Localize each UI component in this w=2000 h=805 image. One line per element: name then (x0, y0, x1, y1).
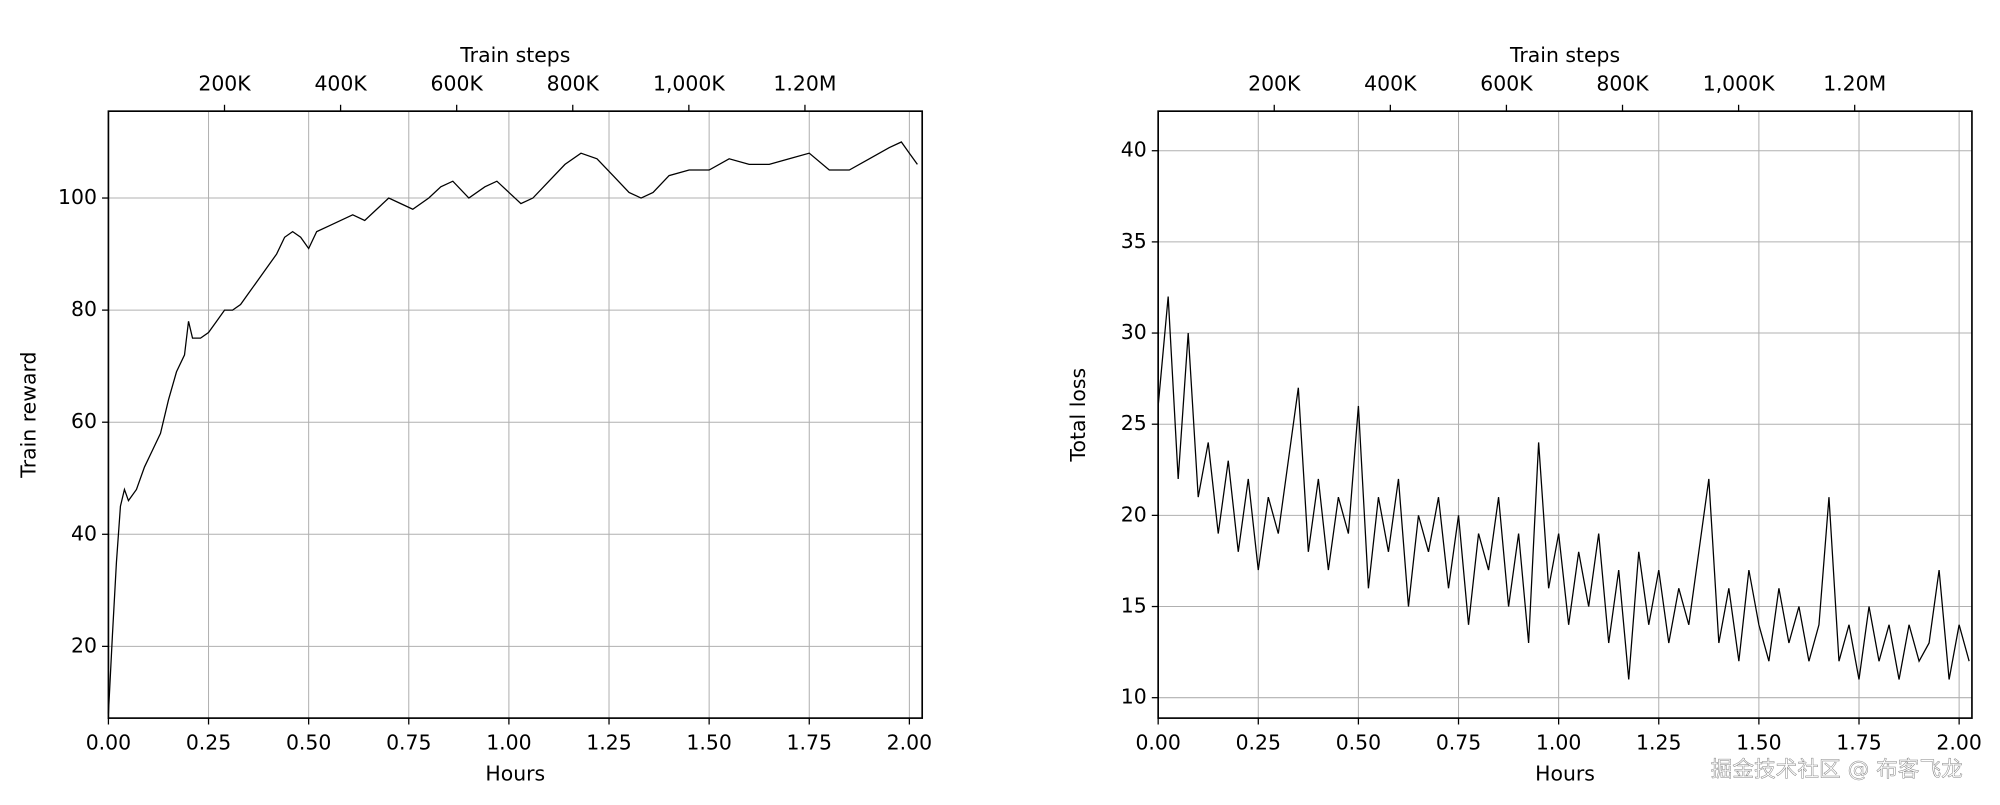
x-tick-label: 1.50 (686, 731, 731, 755)
y-tick-label: 40 (1121, 138, 1147, 162)
plot-frame (107, 110, 924, 719)
x2-tick-label: 400K (314, 71, 367, 95)
x-tick-label: 0.00 (86, 731, 131, 755)
x-tick-label: 2.00 (1936, 731, 1981, 755)
x2-tick-label: 200K (198, 71, 251, 95)
x2-tick-label: 600K (1480, 71, 1533, 95)
x-tick-label: 1.25 (1636, 731, 1681, 755)
x-tick-label: 0.25 (1236, 731, 1281, 755)
x2-tick-label: 1,000K (653, 71, 725, 95)
x2-tick-label: 200K (1248, 71, 1301, 95)
y-tick-label: 100 (58, 185, 97, 209)
x-tick-label: 0.00 (1135, 731, 1180, 755)
y-tick-label: 20 (1121, 502, 1147, 526)
y-axis-label: Train reward (16, 352, 40, 479)
x-tick-label: 1.00 (486, 731, 531, 755)
x-axis-label: Hours (1535, 761, 1595, 785)
data-line (107, 141, 918, 714)
x2-tick-label: 1.20M (773, 71, 836, 95)
x2-tick-label: 800K (1596, 71, 1649, 95)
y-tick-label: 25 (1121, 411, 1147, 435)
x2-tick-label: 1.20M (1823, 71, 1886, 95)
x2-axis-label: Train steps (1509, 43, 1620, 67)
x2-tick-label: 600K (431, 71, 484, 95)
x-axis-label: Hours (485, 761, 545, 785)
y-tick-label: 35 (1121, 229, 1147, 253)
x-tick-label: 2.00 (887, 731, 932, 755)
y-tick-label: 10 (1121, 685, 1147, 709)
y-axis-label: Total loss (1066, 368, 1090, 463)
watermark: 掘金技术社区 @ 布客飞龙 (1711, 757, 1963, 782)
y-tick-label: 80 (71, 297, 97, 321)
x-tick-label: 0.50 (286, 731, 331, 755)
x2-axis-label: Train steps (459, 43, 570, 67)
x-tick-label: 0.75 (1436, 731, 1481, 755)
x2-tick-label: 800K (547, 71, 600, 95)
x-tick-label: 0.25 (186, 731, 231, 755)
x-tick-label: 1.00 (1536, 731, 1581, 755)
y-tick-label: 60 (71, 409, 97, 433)
x-tick-label: 0.75 (386, 731, 431, 755)
plot-frame (1157, 110, 1973, 719)
x-tick-label: 1.50 (1736, 731, 1781, 755)
y-tick-label: 15 (1121, 594, 1147, 618)
x-tick-label: 1.25 (586, 731, 631, 755)
x2-tick-label: 1,000K (1703, 71, 1775, 95)
y-tick-label: 20 (71, 633, 97, 657)
y-tick-label: 30 (1121, 320, 1147, 344)
x-tick-label: 1.75 (787, 731, 832, 755)
x2-tick-label: 400K (1364, 71, 1417, 95)
x-tick-label: 0.50 (1336, 731, 1381, 755)
y-tick-label: 40 (71, 521, 97, 545)
x-tick-label: 1.75 (1836, 731, 1881, 755)
data-line (1157, 296, 1970, 680)
